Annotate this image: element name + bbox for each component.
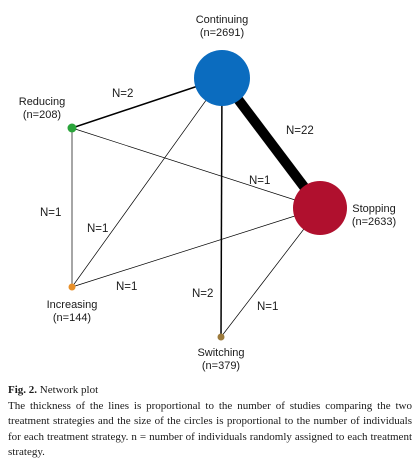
edge-labels: N=22 N=2 N=2 N=1 N=1 N=1 N=1 N=1 [40, 88, 314, 313]
node-increasing [68, 283, 76, 291]
edge-label-continuing-switching: N=2 [192, 288, 213, 300]
node-switching [217, 333, 225, 341]
node-stopping [293, 181, 347, 235]
edge-switching-stopping [220, 207, 321, 338]
node-label-continuing-name: Continuing [196, 14, 249, 26]
node-label-reducing-name: Reducing [19, 96, 65, 108]
edge-continuing-increasing [71, 77, 223, 288]
caption-text: The thickness of the lines is proportion… [8, 399, 412, 459]
node-label-increasing-count: (n=144) [53, 312, 91, 324]
edge-label-switching-stopping: N=1 [257, 301, 278, 313]
edge-continuing-switching [220, 77, 223, 338]
node-label-switching-name: Switching [197, 347, 244, 359]
edge-increasing-stopping [71, 207, 321, 288]
figure-number: Fig. 2. [8, 384, 38, 396]
node-label-stopping-count: (n=2633) [352, 216, 396, 228]
edge-label-increasing-stopping: N=1 [116, 281, 137, 293]
edge-label-reducing-stopping: N=1 [249, 175, 270, 187]
nodes [67, 50, 347, 341]
figure-caption: Fig. 2. Network plot The thickness of th… [8, 383, 412, 461]
edge-label-continuing-stopping: N=22 [286, 125, 314, 137]
node-reducing [67, 123, 77, 133]
node-label-stopping-name: Stopping [352, 203, 395, 215]
edge-label-continuing-reducing: N=2 [112, 88, 133, 100]
node-continuing [194, 50, 250, 106]
network-plot: N=22 N=2 N=2 N=1 N=1 N=1 N=1 N=1 Continu… [19, 14, 396, 372]
node-label-reducing-count: (n=208) [23, 109, 61, 121]
node-labels: Continuing (n=2691) Reducing (n=208) Sto… [19, 14, 396, 372]
node-label-increasing-name: Increasing [47, 299, 98, 311]
figure-title: Network plot [39, 384, 99, 396]
edge-reducing-stopping [71, 127, 321, 209]
node-label-switching-count: (n=379) [202, 360, 240, 372]
node-label-continuing-count: (n=2691) [200, 27, 244, 39]
caption-heading: Fig. 2. Network plot [8, 383, 412, 399]
edge-label-reducing-increasing: N=1 [40, 207, 61, 219]
edge-label-continuing-increasing: N=1 [87, 223, 108, 235]
